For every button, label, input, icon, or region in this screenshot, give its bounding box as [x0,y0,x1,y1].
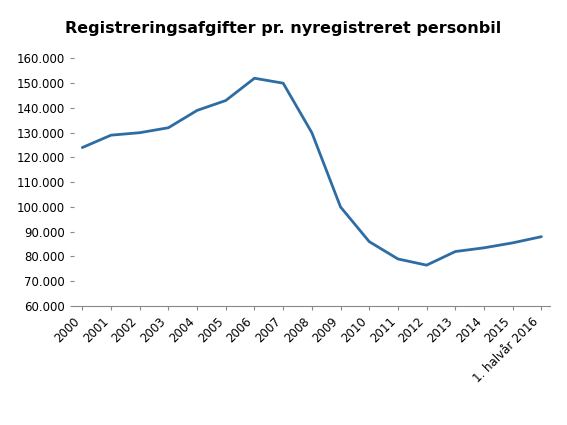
Text: Registreringsafgifter pr. nyregistreret personbil: Registreringsafgifter pr. nyregistreret … [65,21,502,36]
